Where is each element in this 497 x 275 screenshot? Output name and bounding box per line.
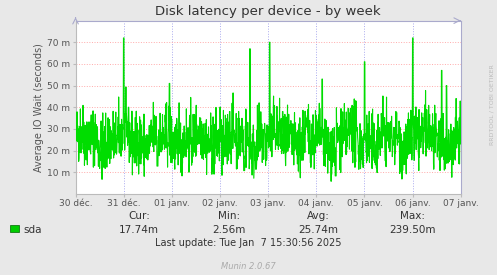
Text: 2.56m: 2.56m: [212, 225, 246, 235]
Text: Cur:: Cur:: [128, 211, 150, 221]
Text: 239.50m: 239.50m: [389, 225, 436, 235]
Title: Disk latency per device - by week: Disk latency per device - by week: [156, 5, 381, 18]
Text: 17.74m: 17.74m: [119, 225, 159, 235]
Text: 25.74m: 25.74m: [298, 225, 338, 235]
Text: sda: sda: [24, 225, 42, 235]
Text: Last update: Tue Jan  7 15:30:56 2025: Last update: Tue Jan 7 15:30:56 2025: [155, 238, 342, 248]
Y-axis label: Average IO Wait (seconds): Average IO Wait (seconds): [34, 43, 44, 172]
Text: RRDTOOL / TOBI OETIKER: RRDTOOL / TOBI OETIKER: [490, 64, 495, 145]
Text: Avg:: Avg:: [307, 211, 330, 221]
Text: Max:: Max:: [400, 211, 425, 221]
Text: Min:: Min:: [218, 211, 240, 221]
Text: Munin 2.0.67: Munin 2.0.67: [221, 262, 276, 271]
